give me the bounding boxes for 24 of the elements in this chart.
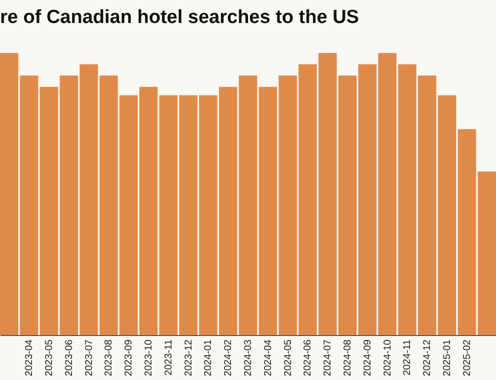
x-tick-label: 2023-08	[104, 339, 115, 376]
x-tick-label: 2024-07	[322, 339, 334, 376]
x-tick-label: 2024-08	[342, 339, 354, 376]
x-tick-label: 2023-04	[24, 339, 36, 376]
x-tick-label: 2024-03	[243, 339, 254, 376]
x-tick-label: 2024-04	[262, 339, 274, 376]
x-tick-label: 2024-02	[223, 339, 234, 376]
x-tick-label: 2025-01	[442, 339, 454, 376]
x-tick-label: 2023-06	[64, 339, 75, 376]
x-tick-label: 2023-09	[124, 339, 135, 376]
x-tick-label: 2023-12	[183, 339, 194, 376]
x-tick-label: 2024-01	[203, 339, 214, 376]
x-tick-label: 2023-11	[163, 339, 174, 376]
x-tick-label: 2024-09	[362, 339, 374, 376]
x-tick-label: 2023-07	[84, 339, 95, 376]
x-tick-label: 2024-05	[282, 339, 294, 376]
x-tick-label: 2023-05	[44, 339, 55, 376]
x-tick-label: 2025-02	[462, 339, 473, 376]
x-tick-label: 2024-10	[382, 339, 394, 376]
chart-title: re of Canadian hotel searches to the US	[0, 7, 359, 28]
x-tick-label: 2024-11	[402, 339, 414, 376]
x-tick-label: 2023-10	[143, 339, 154, 376]
x-tick-label: 2024-06	[302, 339, 314, 376]
x-tick-label: 2024-12	[422, 339, 434, 376]
